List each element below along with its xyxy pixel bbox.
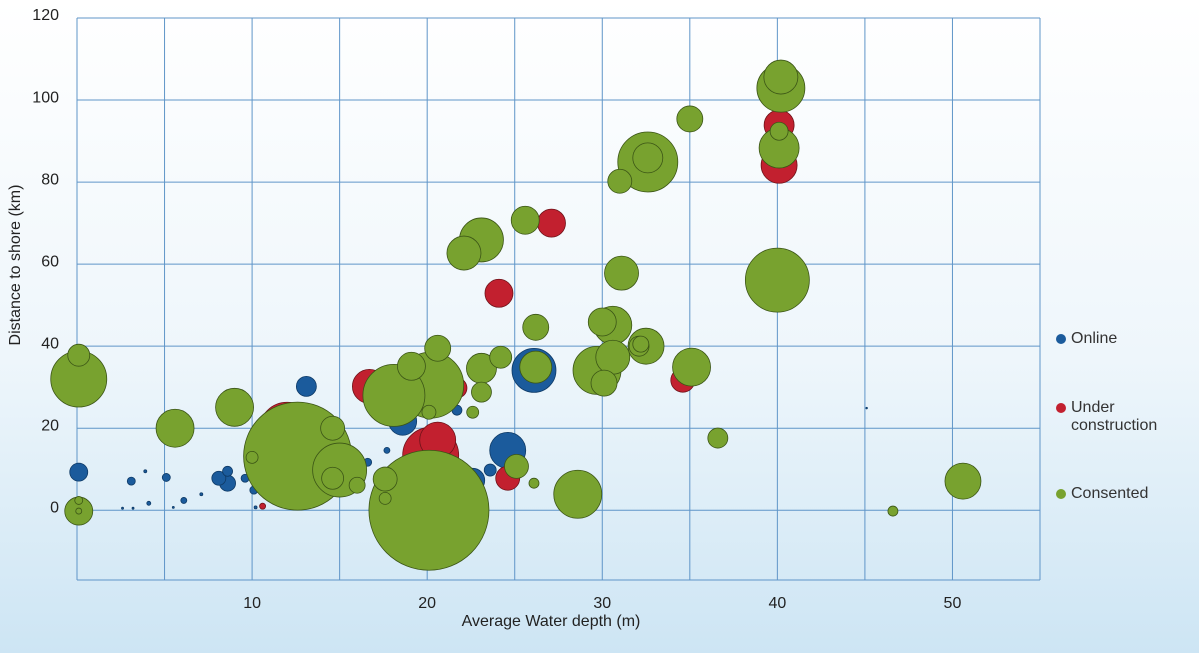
bubble	[587, 307, 617, 337]
bubble	[763, 59, 799, 95]
bubble	[484, 278, 514, 308]
bubble	[121, 506, 124, 510]
bubble	[215, 387, 254, 427]
legend-swatch	[1056, 489, 1066, 499]
bubble	[161, 473, 171, 482]
legend-label: Consented	[1071, 485, 1149, 502]
bubble	[522, 313, 550, 341]
bubble	[471, 381, 492, 403]
bubble	[320, 415, 346, 441]
bubble	[489, 345, 513, 369]
bubble	[744, 247, 810, 313]
bubble	[595, 339, 631, 375]
bubble	[632, 335, 650, 353]
bubble	[245, 450, 259, 464]
bubble	[944, 462, 982, 500]
bubble	[590, 369, 618, 397]
bubble	[126, 476, 136, 486]
series	[50, 59, 982, 571]
bubble	[259, 502, 266, 510]
bubble	[199, 492, 204, 497]
bubble	[421, 404, 437, 420]
x-tick-label: 40	[768, 595, 786, 612]
bubble	[519, 350, 553, 384]
y-tick-label: 120	[32, 7, 59, 24]
bubble	[865, 406, 868, 410]
y-tick-label: 40	[41, 335, 59, 352]
bubble	[672, 347, 711, 387]
legend-swatch	[1056, 334, 1066, 344]
bubble	[67, 343, 91, 367]
bubble	[368, 449, 490, 571]
bubble	[887, 505, 899, 517]
bubble	[378, 491, 392, 505]
bubble	[446, 235, 482, 271]
bubble	[146, 500, 152, 506]
bubble	[171, 505, 175, 509]
bubble	[143, 469, 148, 474]
bubble	[604, 255, 639, 291]
bubble	[295, 375, 317, 397]
legend-swatch	[1056, 403, 1066, 413]
bubble	[211, 470, 227, 486]
bubble	[69, 462, 89, 482]
bubble	[607, 168, 633, 194]
bubble	[676, 105, 704, 133]
bubble	[424, 334, 452, 362]
legend-label: Online	[1071, 330, 1118, 347]
bubble	[504, 453, 529, 479]
y-tick-label: 100	[32, 89, 59, 106]
bubble	[528, 477, 540, 489]
x-tick-label: 50	[944, 595, 962, 612]
bubble	[180, 497, 188, 504]
bubble	[75, 507, 83, 515]
bubble	[74, 496, 84, 505]
bubble	[510, 205, 540, 235]
y-tick-label: 0	[50, 499, 59, 516]
y-tick-label: 60	[41, 253, 59, 270]
bubble	[131, 506, 135, 510]
bubble	[632, 142, 664, 174]
legend-item: Under construction	[1056, 399, 1176, 435]
bubble	[383, 446, 391, 454]
bubble	[769, 121, 789, 141]
bubble	[253, 505, 258, 510]
bubble	[483, 463, 497, 477]
bubble	[537, 208, 566, 238]
bubble	[707, 427, 729, 449]
bubble	[466, 405, 480, 419]
y-tick-label: 20	[41, 417, 59, 434]
bubble	[155, 408, 195, 448]
legend-item: Online	[1056, 330, 1181, 348]
x-axis-label: Average Water depth (m)	[462, 613, 641, 630]
legend-label: Under construction	[1071, 399, 1158, 434]
y-tick-label: 80	[41, 171, 59, 188]
x-tick-label: 30	[593, 595, 611, 612]
y-axis-label: Distance to shore (km)	[7, 185, 24, 346]
bubble	[553, 469, 603, 519]
bubble	[222, 465, 233, 477]
bubble	[348, 476, 366, 494]
bubble	[397, 351, 426, 381]
x-tick-label: 10	[243, 595, 261, 612]
x-tick-label: 20	[418, 595, 436, 612]
bubble	[372, 466, 398, 492]
legend-item: Consented	[1056, 485, 1181, 503]
bubble	[321, 466, 345, 490]
